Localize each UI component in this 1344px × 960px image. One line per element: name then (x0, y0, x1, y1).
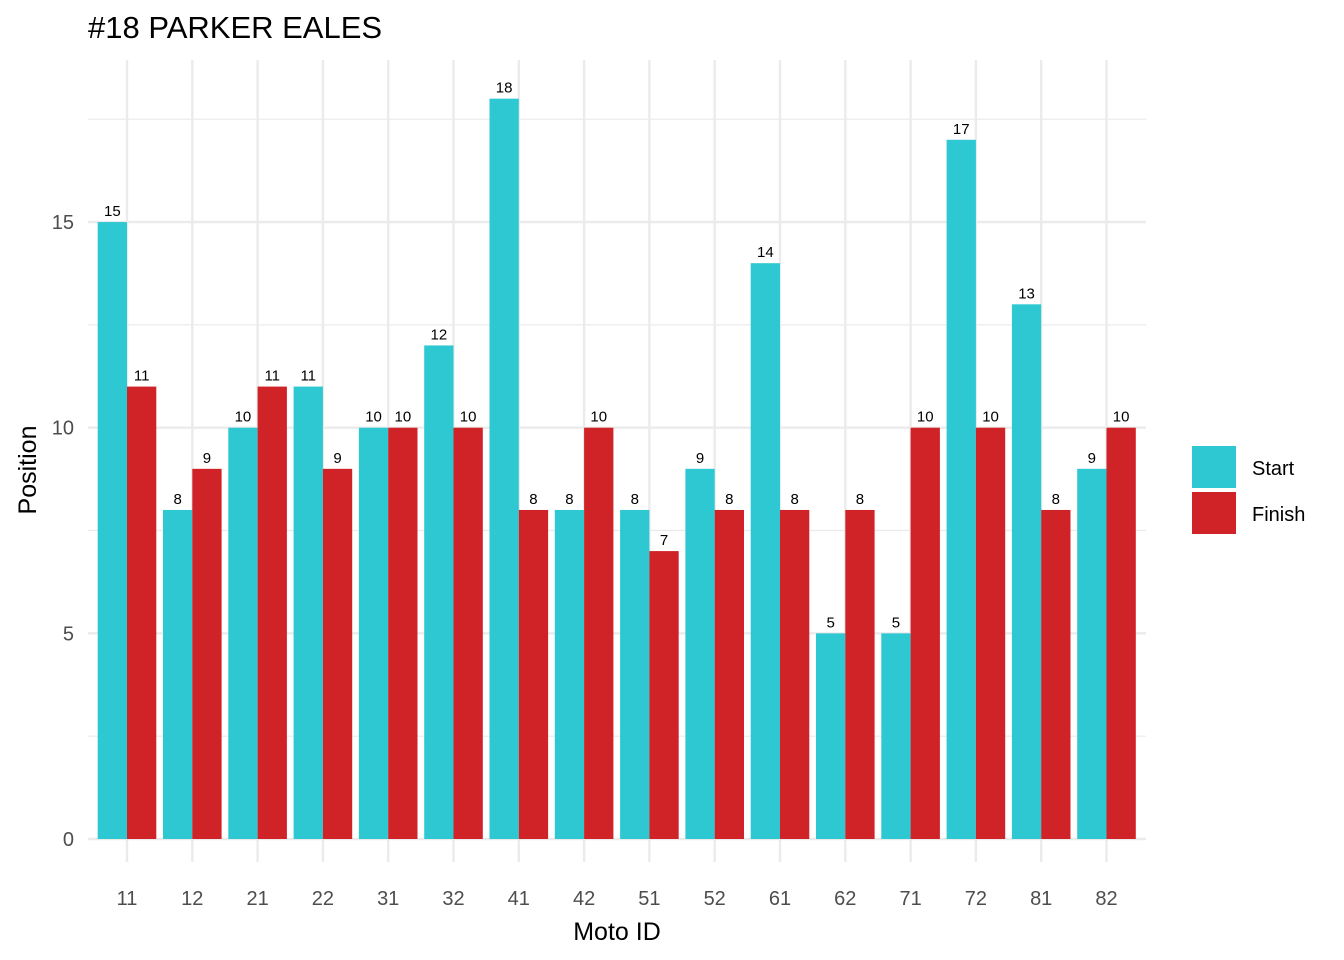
y-tick-label: 10 (52, 418, 74, 440)
data-label-finish: 10 (395, 409, 412, 426)
data-label-start: 12 (431, 326, 448, 343)
data-label-start: 5 (892, 614, 900, 631)
bar-start (554, 509, 585, 839)
bar-start (424, 345, 454, 839)
bar-start (358, 427, 389, 839)
data-label-start: 15 (104, 203, 121, 220)
bar-finish (649, 551, 679, 839)
data-label-finish: 8 (529, 491, 537, 508)
data-label-finish: 9 (333, 450, 341, 467)
bar-finish (127, 386, 157, 839)
bar-finish (192, 468, 222, 839)
bar-start (489, 98, 519, 839)
data-label-finish: 10 (917, 409, 934, 426)
data-label-finish: 10 (460, 409, 477, 426)
bar-finish (322, 468, 353, 839)
data-label-start: 17 (953, 121, 970, 138)
bar-finish (910, 427, 940, 839)
bar-start (163, 509, 193, 839)
y-axis-ticks: 0 5 10 15 (52, 212, 74, 851)
data-label-start: 5 (826, 614, 834, 631)
data-label-start: 10 (235, 409, 252, 426)
data-label-finish: 10 (982, 409, 999, 426)
x-tick-label: 41 (508, 888, 530, 910)
bar-finish (845, 509, 875, 839)
bar-finish (453, 427, 483, 839)
data-labels: 15 11 8 9 10 11 11 9 10 10 12 10 18 8 8 10 8 7 9 8 14 8 5 8 5 10 1… (104, 80, 1129, 632)
data-label-finish: 8 (725, 491, 733, 508)
data-label-start: 8 (631, 491, 639, 508)
bar-start (816, 633, 846, 839)
data-label-start: 18 (496, 80, 513, 97)
bar-start (1077, 468, 1107, 839)
y-tick-label: 0 (63, 829, 74, 851)
data-label-start: 10 (365, 409, 382, 426)
data-label-finish: 11 (134, 368, 150, 385)
bar-start (1011, 304, 1042, 839)
data-label-start: 8 (565, 491, 573, 508)
bar-finish (388, 427, 418, 839)
bar-start (228, 427, 258, 839)
x-tick-label: 42 (573, 888, 595, 910)
data-label-start: 11 (300, 368, 316, 385)
legend-swatch-start (1192, 446, 1236, 488)
x-tick-label: 11 (117, 888, 138, 910)
data-label-finish: 11 (264, 368, 280, 385)
bar-finish (1106, 427, 1136, 839)
data-label-finish: 8 (1052, 491, 1060, 508)
bars (97, 98, 1136, 840)
bar-start (620, 509, 650, 839)
x-tick-label: 62 (834, 888, 856, 910)
x-tick-label: 61 (769, 888, 791, 910)
x-tick-label: 31 (377, 888, 399, 910)
data-label-finish: 8 (790, 491, 798, 508)
y-tick-label: 5 (63, 623, 74, 645)
data-label-start: 9 (696, 450, 704, 467)
bar-finish (780, 509, 810, 839)
bar-start (97, 222, 127, 840)
x-tick-label: 72 (965, 888, 987, 910)
bar-finish (257, 386, 287, 839)
bar-finish (1041, 509, 1071, 839)
bar-finish (714, 509, 744, 839)
data-label-start: 8 (173, 491, 181, 508)
x-tick-label: 82 (1095, 888, 1117, 910)
x-axis-ticks: 11 12 21 22 31 32 41 42 51 52 61 62 71 72 81 82 (117, 888, 1118, 910)
data-label-start: 9 (1088, 450, 1096, 467)
bar-start (881, 633, 911, 839)
data-label-finish: 8 (856, 491, 864, 508)
legend: Start Finish (1192, 446, 1305, 534)
x-tick-label: 52 (704, 888, 726, 910)
x-tick-label: 32 (442, 888, 464, 910)
bar-start (685, 468, 715, 839)
legend-label-finish: Finish (1252, 504, 1305, 526)
bar-finish (518, 509, 549, 839)
data-label-finish: 9 (203, 450, 211, 467)
legend-label-start: Start (1252, 458, 1295, 480)
bar-start (946, 139, 976, 840)
x-tick-label: 71 (899, 888, 921, 910)
x-tick-label: 22 (312, 888, 334, 910)
data-label-start: 14 (757, 244, 774, 261)
y-tick-label: 15 (52, 212, 74, 234)
data-label-start: 13 (1018, 285, 1035, 302)
bar-start (750, 263, 780, 839)
bar-start (293, 386, 323, 839)
x-tick-label: 81 (1030, 888, 1052, 910)
data-label-finish: 10 (590, 409, 607, 426)
x-tick-label: 12 (181, 888, 203, 910)
chart-title: #18 PARKER EALES (88, 10, 382, 45)
x-axis-title: Moto ID (573, 918, 661, 946)
data-label-finish: 10 (1113, 409, 1130, 426)
x-tick-label: 51 (638, 888, 660, 910)
legend-swatch-finish (1192, 492, 1236, 534)
x-tick-label: 21 (246, 888, 268, 910)
y-axis-title: Position (14, 426, 42, 515)
data-label-finish: 7 (660, 532, 668, 549)
bar-finish (975, 427, 1006, 839)
bar-finish (584, 427, 614, 839)
